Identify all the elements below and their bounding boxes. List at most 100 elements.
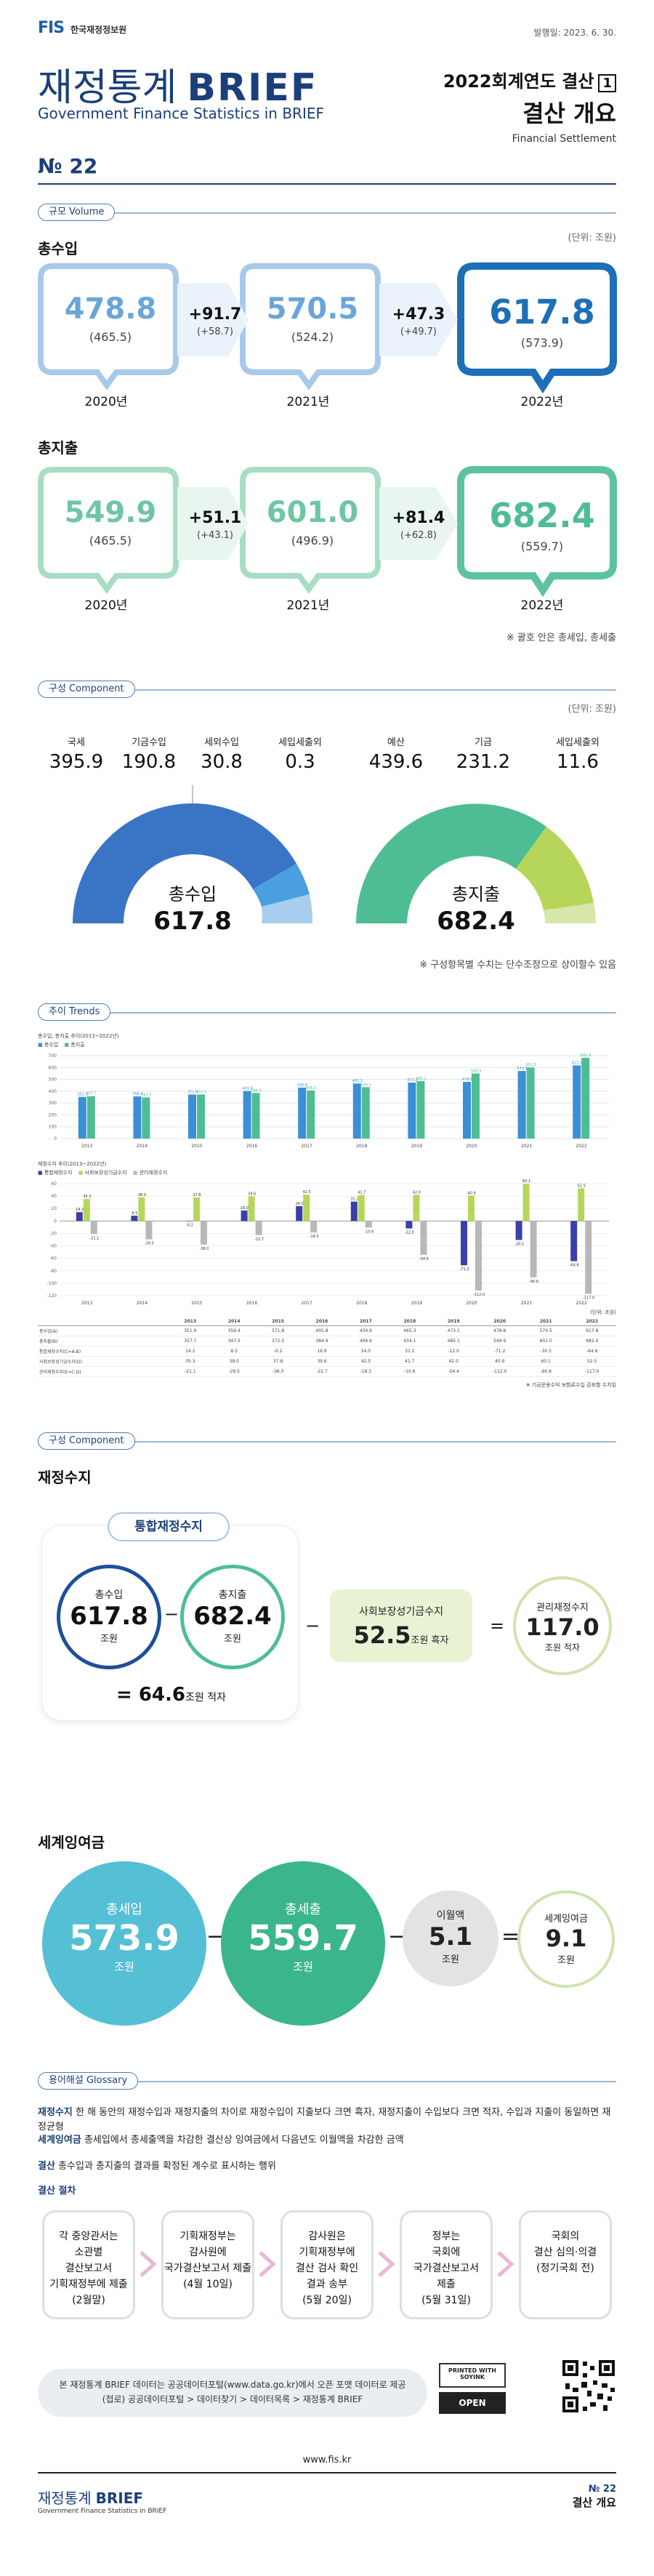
y-tick-label: 60 xyxy=(51,1181,57,1187)
chart1-legend: ■ 총수입 ■ 총지출 xyxy=(38,1042,85,1048)
social-fund-label: 사회보장성기금수지 xyxy=(359,1606,443,1618)
table-cell: 31.2 xyxy=(387,1346,432,1357)
bar-managed xyxy=(420,1221,427,1255)
bar-social xyxy=(248,1196,255,1221)
surplus-expenditure-label: 총세출 xyxy=(285,1902,321,1917)
revenue-delta-1: +91.7 (+58.7) xyxy=(174,284,256,364)
expenditure-2021: 601.0 (496.9) xyxy=(244,470,381,579)
exp-part-0: 예산 439.6 xyxy=(356,734,436,773)
y-tick-label: -100 xyxy=(47,1281,57,1286)
table-cell: -30.5 xyxy=(523,1346,568,1357)
table-cell: 357.7 xyxy=(168,1336,212,1347)
bar-expenditure xyxy=(86,1096,95,1139)
y-tick-label: 0 xyxy=(54,1136,57,1141)
section-divider xyxy=(38,689,616,691)
integrated-result-suffix: 조원 적자 xyxy=(185,1692,226,1704)
expenditure-year-2021: 2021년 xyxy=(286,598,330,613)
rev-part-1: 기금수입 190.8 xyxy=(109,734,189,773)
glossary-term-1-desc: 총세입에서 총세출액을 차감한 결산상 잉여금에서 다음년도 이월액을 차감한 … xyxy=(84,2135,404,2146)
table-cell: 351.9 xyxy=(168,1325,212,1336)
footer-brand-en: BRIEF xyxy=(95,2489,144,2507)
social-fund-value: 52.5 xyxy=(353,1621,411,1649)
bar-revenue xyxy=(78,1096,86,1139)
footer-brand-ko: 재정통계 xyxy=(38,2489,92,2507)
topic-block: 2022회계연도 결산 1 결산 개요 Financial Settlement xyxy=(443,67,616,145)
balance-revenue-value: 617.8 xyxy=(70,1602,148,1631)
table-cell: 41.7 xyxy=(387,1356,432,1367)
bar-value-label: -10.6 xyxy=(364,1229,374,1234)
revenue-delta-2-value: +47.3 xyxy=(392,305,445,324)
expenditure-2020-prev: (465.5) xyxy=(89,534,132,547)
bar-value-label: 24.0 xyxy=(296,1202,304,1206)
table-note: ※ 기금운용수익 보험료수입 감포함 수치임 xyxy=(525,1382,616,1388)
table-row: 총지출(B) 357.7 347.5 372.5 384.9 406.6 434.1 485.… xyxy=(38,1336,616,1347)
footer-url[interactable]: www.fis.kr xyxy=(302,2455,352,2465)
table-row: 통합재정수지(C=A-B) 14.2 8.5 -0.2 16.9 24.0 31.2 -12.… xyxy=(38,1346,616,1357)
table-cell: 60.1 xyxy=(523,1356,568,1367)
y-tick-label: 20 xyxy=(51,1206,57,1211)
revenue-delta-1-value: +91.7 xyxy=(188,305,242,324)
chart2-title: 재정수지 추이(2013~2022년) xyxy=(38,1161,107,1167)
x-tick-label: 2014 xyxy=(137,1144,148,1149)
revenue-gauge-center: 총수입 617.8 xyxy=(113,880,272,936)
revenue-2020: 478.8 (465.5) xyxy=(42,266,179,375)
y-tick-label: -60 xyxy=(49,1256,57,1261)
soyink-badge: PRINTED WITH SOYINK xyxy=(439,2363,506,2388)
x-tick-label: 2018 xyxy=(356,1301,367,1306)
bar-value-label: 357.7 xyxy=(86,1092,97,1096)
chevron-right-icon xyxy=(497,2251,514,2277)
bar-expenditure xyxy=(526,1067,535,1139)
section-label-component: 구성 Component xyxy=(38,681,135,698)
expenditure-gauge-label: 총지출 xyxy=(451,884,501,904)
section-divider xyxy=(38,1012,616,1014)
revenue-2020-prev: (465.5) xyxy=(89,330,132,344)
topic-number: 1 xyxy=(598,74,616,92)
section-divider xyxy=(38,212,616,214)
table-header: 2020 xyxy=(475,1317,524,1326)
table-cell: 372.5 xyxy=(256,1336,300,1347)
bar-integrated xyxy=(296,1205,303,1221)
bar-value-label: -112.0 xyxy=(473,1293,485,1297)
expenditure-delta-2-value: +81.4 xyxy=(392,509,445,527)
rev-part-2-name: 세외수입 xyxy=(204,737,239,748)
x-tick-label: 2018 xyxy=(356,1144,367,1149)
bar-value-label: -64.6 xyxy=(570,1264,579,1268)
glossary-term-0-desc: 한 해 동안의 재정수입과 재정지출의 차이로 재정수입이 지출보다 크면 흑자… xyxy=(38,2107,611,2132)
revenue-delta-2-prev: (+49.7) xyxy=(400,326,437,337)
bar-integrated xyxy=(76,1212,83,1221)
revenue-2022-value: 617.8 xyxy=(489,292,595,332)
chevron-right-icon xyxy=(140,2251,157,2277)
table-cell: 16.9 xyxy=(299,1346,344,1357)
world-surplus-unit: 조원 xyxy=(557,1955,575,1966)
bar-value-label: 356.4 xyxy=(132,1092,142,1096)
table-cell: 37.8 xyxy=(256,1356,300,1367)
bar-managed xyxy=(255,1221,262,1235)
bar-value-label: 14.2 xyxy=(76,1208,84,1212)
qr-code-icon[interactable] xyxy=(561,2359,616,2414)
bar-value-label: 430.6 xyxy=(297,1083,307,1088)
expenditure-heading: 총지출 xyxy=(38,439,78,457)
bar-expenditure xyxy=(581,1057,590,1139)
bar-revenue xyxy=(408,1082,416,1139)
rev-part-2: 세외수입 30.8 xyxy=(182,734,262,773)
y-tick-label: -20 xyxy=(49,1231,57,1236)
bar-expenditure xyxy=(416,1080,425,1139)
x-tick-label: 2021 xyxy=(521,1301,532,1306)
minus-sign-2: − xyxy=(305,1616,320,1636)
bar-value-label: 347.5 xyxy=(141,1093,151,1097)
table-cell: -12.0 xyxy=(432,1346,476,1357)
legend-integrated: 통합재정수지 xyxy=(44,1170,73,1176)
balance-revenue-unit: 조원 xyxy=(100,1634,118,1645)
bar-managed xyxy=(365,1221,372,1228)
x-tick-label: 2014 xyxy=(137,1301,148,1306)
bar-value-label: 31.2 xyxy=(350,1197,358,1202)
surplus-revenue-circle: 총세입 573.9 조원 xyxy=(42,1861,206,2026)
rev-part-3-name: 세입세출외 xyxy=(278,737,322,748)
table-cell: 549.9 xyxy=(475,1336,524,1347)
bar-revenue xyxy=(298,1087,307,1139)
table-cell: 485.1 xyxy=(432,1336,476,1347)
gauge-seg-other-exp xyxy=(544,903,596,923)
footer-issue: № 22 xyxy=(588,2484,616,2495)
surplus-expenditure-circle: 총세출 559.7 조원 xyxy=(221,1861,385,2026)
expenditure-2021-value: 601.0 xyxy=(266,496,359,529)
